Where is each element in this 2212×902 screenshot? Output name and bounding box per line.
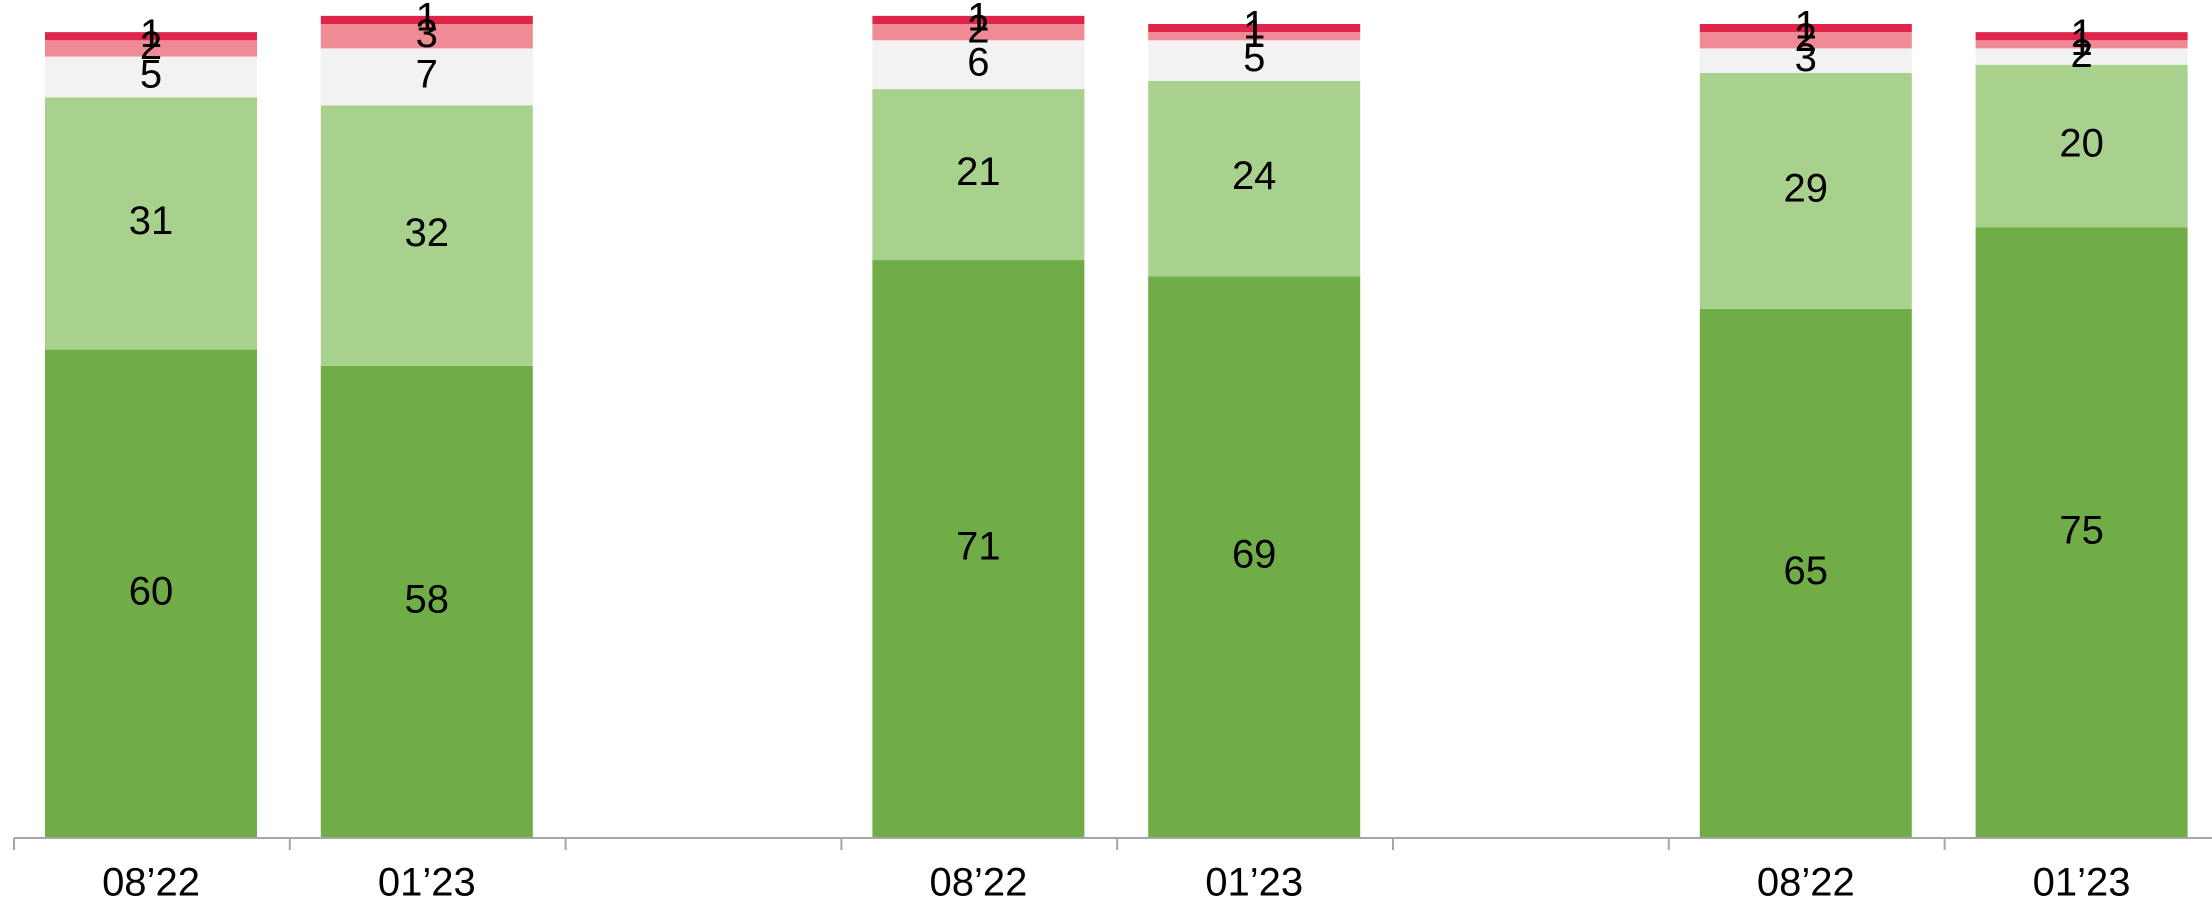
data-label: 1 bbox=[416, 0, 438, 39]
data-label: 2 bbox=[967, 8, 989, 52]
bar-segment bbox=[872, 24, 1085, 41]
x-tick-label: 01’23 bbox=[1205, 861, 1303, 902]
x-tick-label: 01’23 bbox=[2033, 861, 2131, 902]
bar-segment bbox=[1699, 24, 1912, 33]
data-label: 21 bbox=[956, 150, 1001, 194]
data-label: 24 bbox=[1232, 154, 1277, 198]
bar-segment bbox=[1975, 40, 2188, 49]
bar-segment bbox=[1975, 227, 2188, 838]
bar-segment bbox=[1148, 40, 1361, 81]
data-label: 3 bbox=[1795, 36, 1817, 80]
x-tick-label: 08’22 bbox=[102, 861, 200, 902]
data-label: 6 bbox=[967, 40, 989, 84]
bar-segment bbox=[320, 105, 533, 366]
data-label: 1 bbox=[1243, 12, 1265, 56]
data-label: 20 bbox=[2059, 122, 2104, 166]
bar-segment bbox=[320, 48, 533, 106]
data-label: 1 bbox=[1243, 4, 1265, 48]
data-label: 65 bbox=[1784, 549, 1829, 593]
data-label: 1 bbox=[2070, 20, 2092, 64]
x-tick-label: 01’23 bbox=[378, 861, 476, 902]
bar-segment bbox=[1148, 24, 1361, 33]
data-label: 1 bbox=[140, 12, 162, 56]
bar-segment bbox=[872, 15, 1085, 24]
data-label: 60 bbox=[129, 569, 174, 613]
data-label: 1 bbox=[2070, 12, 2092, 56]
bar-segment bbox=[872, 40, 1085, 90]
data-label: 75 bbox=[2059, 508, 2104, 552]
bar-segment bbox=[872, 260, 1085, 838]
x-tick-label: 08’22 bbox=[1757, 861, 1855, 902]
bar-segment bbox=[1975, 64, 2188, 228]
bar-segment bbox=[1975, 48, 2188, 65]
bar-segment bbox=[45, 32, 257, 41]
bar-segment bbox=[320, 24, 533, 49]
data-label: 5 bbox=[1243, 36, 1265, 80]
bar-segment bbox=[872, 89, 1085, 261]
bar-segment bbox=[45, 97, 257, 350]
bar-segment bbox=[320, 15, 533, 24]
bar-segment bbox=[1699, 308, 1912, 838]
data-label: 2 bbox=[140, 24, 162, 68]
bar-segment bbox=[1699, 32, 1912, 49]
data-label: 2 bbox=[2070, 32, 2092, 76]
bar-segment bbox=[1975, 32, 2188, 41]
data-label: 32 bbox=[405, 211, 450, 255]
bar-segment bbox=[1148, 80, 1361, 277]
data-label: 31 bbox=[129, 199, 174, 243]
data-label: 2 bbox=[1795, 16, 1817, 60]
bar-segment bbox=[1699, 72, 1912, 309]
data-label: 69 bbox=[1232, 533, 1277, 577]
data-label: 71 bbox=[956, 525, 1001, 569]
data-label: 7 bbox=[416, 52, 438, 96]
bar-segment bbox=[1148, 32, 1361, 41]
data-label: 3 bbox=[416, 12, 438, 56]
data-label: 1 bbox=[1795, 4, 1817, 48]
bar-segment bbox=[45, 349, 257, 838]
bar-segment bbox=[320, 365, 533, 838]
bar-segment bbox=[1699, 48, 1912, 73]
bar-segment bbox=[1148, 276, 1361, 839]
x-tick-label: 08’22 bbox=[929, 861, 1027, 902]
bar-segment bbox=[45, 56, 257, 98]
data-label: 58 bbox=[405, 578, 450, 622]
bar-segment bbox=[45, 40, 257, 57]
data-label: 29 bbox=[1784, 166, 1829, 210]
data-label: 1 bbox=[967, 0, 989, 39]
data-label: 5 bbox=[140, 52, 162, 96]
